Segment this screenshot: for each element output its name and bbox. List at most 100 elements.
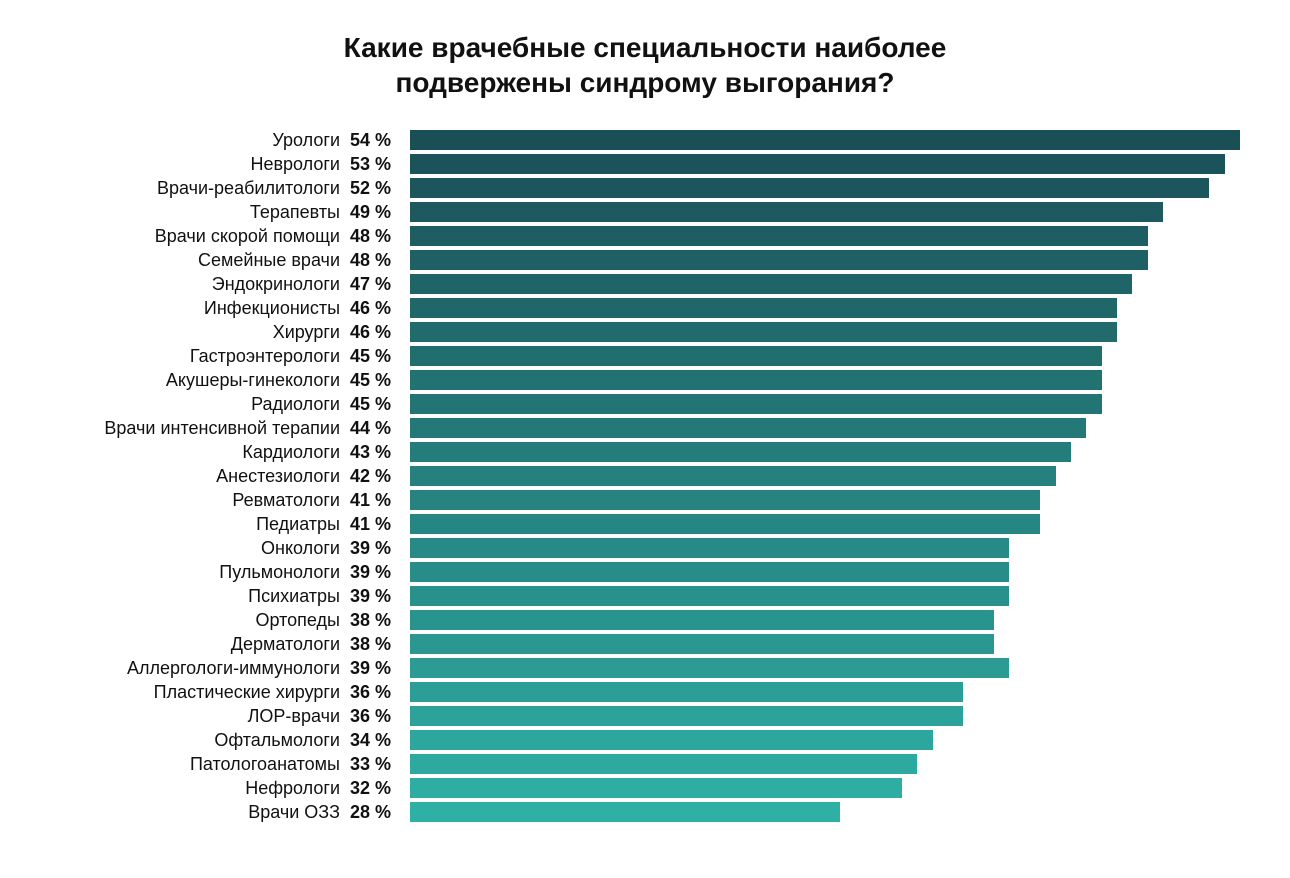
bar-category-label: Офтальмологи: [214, 730, 340, 751]
bar: [410, 730, 933, 750]
bar-label-wrap: Пульмонологи39 %: [40, 562, 410, 583]
bar-percent-label: 34 %: [350, 730, 402, 751]
bar-percent-label: 36 %: [350, 706, 402, 727]
bar: [410, 274, 1132, 294]
bar-percent-label: 48 %: [350, 226, 402, 247]
bar-area: [410, 608, 1250, 632]
bar: [410, 778, 902, 798]
bar: [410, 298, 1117, 318]
bar-percent-label: 49 %: [350, 202, 402, 223]
bar: [410, 370, 1102, 390]
bar-category-label: Онкологи: [261, 538, 340, 559]
bar-category-label: Психиатры: [248, 586, 340, 607]
bar-percent-label: 45 %: [350, 370, 402, 391]
bar-area: [410, 320, 1250, 344]
bar-label-wrap: Ревматологи 41 %: [40, 490, 410, 511]
bar-row: Акушеры-гинекологи 45 %: [40, 368, 1250, 392]
bar-row: Врачи ОЗЗ 28 %: [40, 800, 1250, 824]
bar-percent-label: 42 %: [350, 466, 402, 487]
bar: [410, 442, 1071, 462]
bar-category-label: Ревматологи: [232, 490, 340, 511]
bar-row: Анестезиологи 42 %: [40, 464, 1250, 488]
bar-percent-label: 45 %: [350, 394, 402, 415]
bar-category-label: Аллергологи-иммунологи: [127, 658, 340, 679]
bar-label-wrap: Дерматологи38 %: [40, 634, 410, 655]
bar-category-label: Инфекционисты: [204, 298, 340, 319]
bar: [410, 250, 1148, 270]
bar-row: Дерматологи38 %: [40, 632, 1250, 656]
bar-label-wrap: Эндокринологи47 %: [40, 274, 410, 295]
bar-row: Хирурги46 %: [40, 320, 1250, 344]
bar-category-label: Пульмонологи: [219, 562, 340, 583]
bar-percent-label: 28 %: [350, 802, 402, 823]
bar-category-label: Врачи интенсивной терапии: [104, 418, 340, 439]
bar-area: [410, 368, 1250, 392]
bar: [410, 802, 840, 822]
bar-category-label: Врачи-реабилитологи: [157, 178, 340, 199]
bar-percent-label: 46 %: [350, 298, 402, 319]
bar-category-label: Акушеры-гинекологи: [166, 370, 340, 391]
bar-label-wrap: Врачи скорой помощи 48 %: [40, 226, 410, 247]
bar-area: [410, 776, 1250, 800]
bar-category-label: Врачи ОЗЗ: [248, 802, 340, 823]
bar: [410, 538, 1009, 558]
bar-area: [410, 560, 1250, 584]
bar: [410, 634, 994, 654]
bar-row: Онкологи39 %: [40, 536, 1250, 560]
bar-row: ЛОР-врачи 36 %: [40, 704, 1250, 728]
bar-area: [410, 488, 1250, 512]
bar-label-wrap: Онкологи39 %: [40, 538, 410, 559]
bar-percent-label: 32 %: [350, 778, 402, 799]
bar-row: Врачи-реабилитологи52 %: [40, 176, 1250, 200]
bar-category-label: Дерматологи: [231, 634, 340, 655]
bar: [410, 322, 1117, 342]
bar-label-wrap: Кардиологи43 %: [40, 442, 410, 463]
bar-area: [410, 704, 1250, 728]
bar-label-wrap: Акушеры-гинекологи 45 %: [40, 370, 410, 391]
bar: [410, 682, 963, 702]
bar-area: [410, 176, 1250, 200]
bar-category-label: Семейные врачи: [198, 250, 340, 271]
bar-area: [410, 632, 1250, 656]
bar: [410, 178, 1209, 198]
bar-label-wrap: Врачи ОЗЗ 28 %: [40, 802, 410, 823]
bar-percent-label: 41 %: [350, 490, 402, 511]
bar-category-label: Радиологи: [251, 394, 340, 415]
bar-percent-label: 45 %: [350, 346, 402, 367]
bar-area: [410, 584, 1250, 608]
bar-row: Неврологи53 %: [40, 152, 1250, 176]
bar-row: Эндокринологи47 %: [40, 272, 1250, 296]
bar-area: [410, 248, 1250, 272]
bar: [410, 610, 994, 630]
bar-label-wrap: Инфекционисты 46 %: [40, 298, 410, 319]
bar-label-wrap: Педиатры41 %: [40, 514, 410, 535]
bar-area: [410, 680, 1250, 704]
bar-area: [410, 344, 1250, 368]
bar-area: [410, 464, 1250, 488]
bar-row: Офтальмологи 34 %: [40, 728, 1250, 752]
bar-percent-label: 33 %: [350, 754, 402, 775]
bar-category-label: ЛОР-врачи: [248, 706, 340, 727]
bar-category-label: Кардиологи: [242, 442, 340, 463]
bar: [410, 562, 1009, 582]
bar: [410, 490, 1040, 510]
bar-area: [410, 728, 1250, 752]
bar-percent-label: 48 %: [350, 250, 402, 271]
bar-label-wrap: Семейные врачи 48 %: [40, 250, 410, 271]
bar-label-wrap: Врачи интенсивной терапии44 %: [40, 418, 410, 439]
bar-row: Аллергологи-иммунологи39 %: [40, 656, 1250, 680]
bar-area: [410, 296, 1250, 320]
bar-label-wrap: Радиологи 45 %: [40, 394, 410, 415]
bar: [410, 154, 1225, 174]
bar-category-label: Анестезиологи: [216, 466, 340, 487]
bar-percent-label: 46 %: [350, 322, 402, 343]
bar-area: [410, 272, 1250, 296]
bar-row: Гастроэнтерологи45 %: [40, 344, 1250, 368]
bar-row: Урологи54 %: [40, 128, 1250, 152]
title-line-2: подвержены синдрому выгорания?: [396, 67, 895, 98]
bar-chart: Урологи54 %Неврологи53 %Врачи-реабилитол…: [40, 128, 1250, 824]
bar-area: [410, 440, 1250, 464]
bar-label-wrap: ЛОР-врачи 36 %: [40, 706, 410, 727]
bar-category-label: Врачи скорой помощи: [155, 226, 340, 247]
bar-area: [410, 752, 1250, 776]
